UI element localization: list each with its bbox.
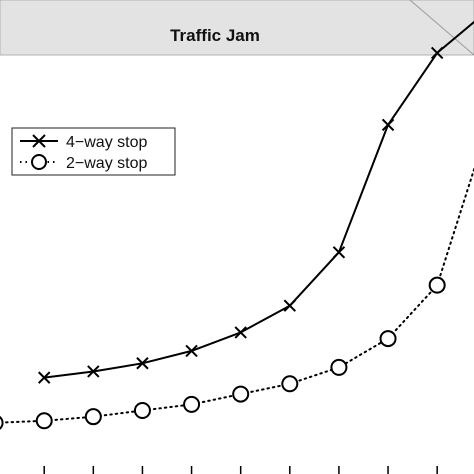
data-point-2-way [183,395,201,413]
data-point-2-way [0,415,4,430]
data-point-2-way [84,408,102,426]
data-point-2-way [379,330,397,348]
data-point-2-way [133,402,151,420]
traffic-jam-band [0,0,474,56]
data-point-2-way [232,385,250,403]
data-point-4-way [234,326,247,339]
data-point-4-way [38,371,51,384]
data-point-4-way [185,344,198,358]
data-point-2-way [428,276,446,294]
data-point-4-way [136,357,149,370]
band-diagonal [409,0,474,56]
legend-label-2-way: 2−way stop [66,155,147,172]
data-point-2-way [35,412,53,430]
traffic-jam-label: Traffic Jam [170,26,260,45]
data-point-4-way [332,246,346,259]
data-point-4-way [283,299,297,312]
series-layer [0,20,474,430]
legend-label-4-way: 4−way stop [66,134,147,151]
data-point-4-way [87,365,100,378]
data-point-4-way [381,118,395,132]
series-line-4-way [43,20,474,379]
data-point-2-way [281,375,299,393]
data-point-4-way [430,46,444,60]
x-axis-ticks [43,466,438,474]
data-point-2-way [330,358,348,376]
legend: 4−way stop 2−way stop [11,127,176,176]
legend-circle-marker [31,154,47,170]
legend-x-marker [32,134,46,148]
